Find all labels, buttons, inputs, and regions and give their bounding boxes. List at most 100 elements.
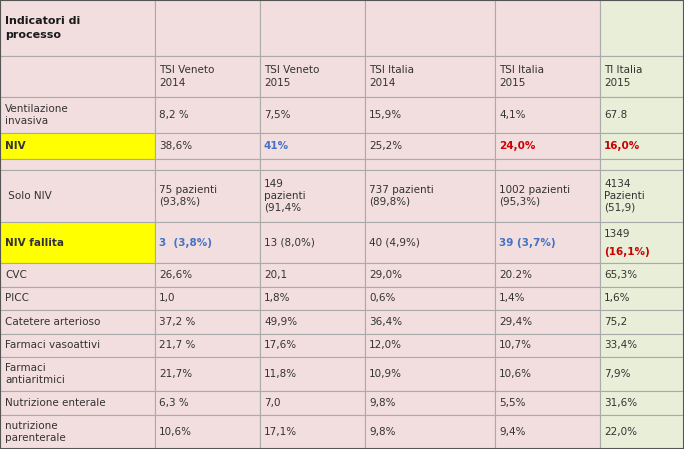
Text: 15,9%: 15,9% bbox=[369, 110, 402, 120]
Text: 737 pazienti
(89,8%): 737 pazienti (89,8%) bbox=[369, 185, 434, 207]
Text: 38,6%: 38,6% bbox=[159, 141, 192, 151]
Bar bbox=[495, 222, 600, 263]
Bar bbox=[260, 56, 365, 97]
Text: 6,3 %: 6,3 % bbox=[159, 398, 189, 408]
Bar bbox=[365, 310, 495, 334]
Text: 49,9%: 49,9% bbox=[264, 317, 297, 327]
Bar bbox=[495, 97, 600, 133]
Bar bbox=[0, 56, 155, 97]
Bar bbox=[260, 158, 365, 170]
Text: 24,0%: 24,0% bbox=[499, 141, 536, 151]
Text: 1002 pazienti
(95,3%): 1002 pazienti (95,3%) bbox=[499, 185, 570, 207]
Bar bbox=[0, 415, 155, 449]
Bar bbox=[600, 222, 684, 263]
Bar bbox=[155, 97, 260, 133]
Text: 25,2%: 25,2% bbox=[369, 141, 402, 151]
Text: 9,8%: 9,8% bbox=[369, 398, 395, 408]
Text: 10,6%: 10,6% bbox=[499, 369, 532, 379]
Bar bbox=[260, 287, 365, 310]
Text: 9,8%: 9,8% bbox=[369, 427, 395, 437]
Bar bbox=[0, 0, 155, 56]
Bar bbox=[155, 263, 260, 287]
Text: 20,1: 20,1 bbox=[264, 270, 287, 280]
Bar bbox=[155, 56, 260, 97]
Text: 20.2%: 20.2% bbox=[499, 270, 532, 280]
Text: 4134
Pazienti
(51,9): 4134 Pazienti (51,9) bbox=[604, 179, 645, 213]
Bar bbox=[495, 310, 600, 334]
Bar bbox=[600, 56, 684, 97]
Bar bbox=[600, 334, 684, 357]
Text: 22,0%: 22,0% bbox=[604, 427, 637, 437]
Text: 65,3%: 65,3% bbox=[604, 270, 637, 280]
Text: 29,0%: 29,0% bbox=[369, 270, 402, 280]
Text: TSI Veneto
2014: TSI Veneto 2014 bbox=[159, 66, 214, 88]
Bar bbox=[260, 357, 365, 391]
Text: 26,6%: 26,6% bbox=[159, 270, 192, 280]
Text: 16,0%: 16,0% bbox=[604, 141, 640, 151]
Text: 13 (8,0%): 13 (8,0%) bbox=[264, 238, 315, 247]
Bar bbox=[260, 263, 365, 287]
Bar bbox=[260, 310, 365, 334]
Text: 31,6%: 31,6% bbox=[604, 398, 637, 408]
Bar bbox=[600, 97, 684, 133]
Bar bbox=[260, 170, 365, 222]
Bar bbox=[0, 97, 155, 133]
Text: 10,9%: 10,9% bbox=[369, 369, 402, 379]
Bar bbox=[155, 415, 260, 449]
Text: 21,7%: 21,7% bbox=[159, 369, 192, 379]
Text: 75 pazienti
(93,8%): 75 pazienti (93,8%) bbox=[159, 185, 217, 207]
Text: 4,1%: 4,1% bbox=[499, 110, 525, 120]
Bar bbox=[0, 357, 155, 391]
Bar bbox=[0, 133, 155, 158]
Bar bbox=[600, 415, 684, 449]
Bar bbox=[600, 263, 684, 287]
Bar bbox=[600, 0, 684, 56]
Text: Solo NIV: Solo NIV bbox=[5, 191, 52, 201]
Text: PICC: PICC bbox=[5, 294, 29, 304]
Bar bbox=[155, 0, 260, 56]
Bar bbox=[0, 263, 155, 287]
Bar bbox=[365, 133, 495, 158]
Bar bbox=[365, 415, 495, 449]
Bar bbox=[365, 287, 495, 310]
Bar bbox=[365, 56, 495, 97]
Text: 1,0: 1,0 bbox=[159, 294, 176, 304]
Bar bbox=[155, 391, 260, 415]
Bar bbox=[600, 310, 684, 334]
Text: 8,2 %: 8,2 % bbox=[159, 110, 189, 120]
Bar bbox=[365, 222, 495, 263]
Text: CVC: CVC bbox=[5, 270, 27, 280]
Bar bbox=[260, 133, 365, 158]
Bar bbox=[365, 97, 495, 133]
Text: 149
pazienti
(91,4%: 149 pazienti (91,4% bbox=[264, 179, 306, 213]
Text: 40 (4,9%): 40 (4,9%) bbox=[369, 238, 420, 247]
Bar bbox=[0, 222, 155, 263]
Bar bbox=[0, 170, 155, 222]
Text: 7,0: 7,0 bbox=[264, 398, 280, 408]
Bar bbox=[260, 391, 365, 415]
Text: 10,7%: 10,7% bbox=[499, 340, 532, 350]
Bar bbox=[600, 287, 684, 310]
Text: Nutrizione enterale: Nutrizione enterale bbox=[5, 398, 105, 408]
Bar bbox=[260, 222, 365, 263]
Bar bbox=[260, 0, 365, 56]
Bar bbox=[0, 287, 155, 310]
Bar bbox=[260, 415, 365, 449]
Text: 7,5%: 7,5% bbox=[264, 110, 291, 120]
Bar bbox=[365, 0, 495, 56]
Text: 1,4%: 1,4% bbox=[499, 294, 525, 304]
Text: 39 (3,7%): 39 (3,7%) bbox=[499, 238, 555, 247]
Text: (16,1%): (16,1%) bbox=[604, 247, 650, 257]
Bar bbox=[495, 357, 600, 391]
Text: 41%: 41% bbox=[264, 141, 289, 151]
Bar bbox=[155, 170, 260, 222]
Bar bbox=[155, 133, 260, 158]
Bar bbox=[260, 334, 365, 357]
Bar bbox=[0, 158, 155, 170]
Bar bbox=[495, 170, 600, 222]
Bar bbox=[600, 391, 684, 415]
Text: TSI Italia
2014: TSI Italia 2014 bbox=[369, 66, 414, 88]
Bar bbox=[600, 133, 684, 158]
Bar bbox=[600, 357, 684, 391]
Bar bbox=[365, 158, 495, 170]
